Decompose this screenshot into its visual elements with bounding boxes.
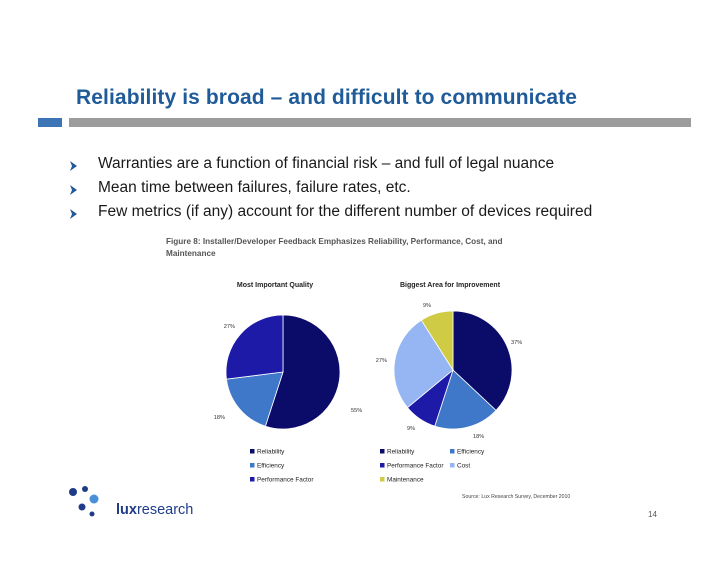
- slide-title: Reliability is broad – and difficult to …: [76, 86, 578, 109]
- pie-slice-reliability: [264, 314, 341, 430]
- legend-swatch-efficiency: [450, 449, 455, 454]
- legend-label-reliability: Reliability: [387, 449, 415, 456]
- data-label-efficiency: 18%: [473, 434, 484, 440]
- legend-swatch-reliability: [250, 449, 255, 454]
- data-label-performance-factor: 9%: [407, 426, 415, 432]
- chevron-right-icon: [70, 161, 77, 171]
- legend-label-efficiency: Efficiency: [257, 463, 285, 470]
- pie-slice-performance-factor: [225, 314, 284, 380]
- chevron-right-icon: [70, 185, 77, 195]
- legend-label-efficiency: Efficiency: [457, 449, 485, 456]
- legend-most-important-quality: Reliability Efficiency Performance Factor: [250, 449, 314, 484]
- bullet-text: Warranties are a function of financial r…: [98, 155, 555, 172]
- pie-slice-maintenance: [420, 310, 454, 372]
- title-rule: [69, 118, 691, 127]
- title-accent-bar: [38, 118, 62, 127]
- lux-research-logo-mark: [69, 486, 99, 517]
- legend-swatch-efficiency: [250, 463, 255, 468]
- lux-research-logo-text: luxresearch: [116, 502, 194, 518]
- legend-swatch-cost: [450, 463, 455, 468]
- legend-swatch-maintenance: [380, 477, 385, 482]
- pie-slice-efficiency: [226, 371, 284, 427]
- figure-source: Source: Lux Research Survey, December 20…: [462, 494, 570, 500]
- page-number: 14: [648, 510, 657, 519]
- bullet-text: Mean time between failures, failure rate…: [98, 179, 411, 196]
- figure-caption: Figure 8: Installer/Developer Feedback E…: [166, 237, 503, 246]
- legend-label-reliability: Reliability: [257, 449, 285, 456]
- bullet-list: Warranties are a function of financial r…: [68, 155, 688, 227]
- bullet-item: Few metrics (if any) account for the dif…: [68, 203, 688, 227]
- pie-chart-most-important-quality: 55% 18% 27%: [214, 314, 362, 430]
- chevron-right-icon: [70, 209, 77, 219]
- pie-chart-biggest-area-for-improvement: 37% 18% 9% 27% 9%: [376, 303, 522, 440]
- pie-slice-reliability: [452, 310, 513, 411]
- legend-swatch-performance-factor: [250, 477, 255, 482]
- chart-title-left: Most Important Quality: [237, 282, 313, 289]
- legend-biggest-area-for-improvement: Reliability Efficiency Performance Factor C…: [380, 449, 485, 484]
- chart-title-right: Biggest Area for Improvement: [400, 282, 501, 289]
- legend-swatch-reliability: [380, 449, 385, 454]
- data-label-performance-factor: 27%: [224, 324, 235, 330]
- data-label-cost: 27%: [376, 358, 387, 364]
- data-label-maintenance: 9%: [423, 303, 431, 309]
- legend-label-performance-factor: Performance Factor: [387, 463, 444, 470]
- bullet-item: Mean time between failures, failure rate…: [68, 179, 688, 203]
- bullet-text: Few metrics (if any) account for the dif…: [98, 203, 593, 220]
- legend-label-cost: Cost: [457, 463, 470, 470]
- data-label-efficiency: 18%: [214, 415, 225, 421]
- figure-caption-cont: Maintenance: [166, 249, 216, 258]
- data-label-reliability: 37%: [511, 340, 522, 346]
- legend-label-performance-factor: Performance Factor: [257, 477, 314, 484]
- bullet-item: Warranties are a function of financial r…: [68, 155, 688, 179]
- legend-label-maintenance: Maintenance: [387, 477, 424, 484]
- data-label-reliability: 55%: [351, 408, 362, 414]
- legend-swatch-performance-factor: [380, 463, 385, 468]
- pie-slice-efficiency: [434, 369, 497, 430]
- pie-slice-cost: [393, 319, 454, 409]
